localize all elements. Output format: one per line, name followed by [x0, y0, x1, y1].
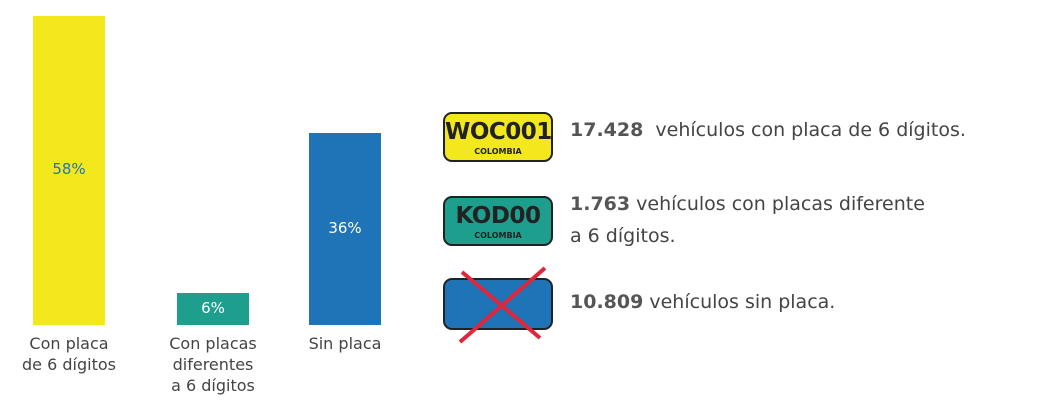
note: 10.809 vehículos sin placa. — [570, 286, 835, 318]
plate-teal: KOD00 COLOMBIA — [443, 196, 553, 246]
x-tick-label-line: diferentes — [172, 355, 254, 374]
x-tick-label-line: a 6 dígitos — [171, 376, 255, 395]
bar: 58% — [33, 15, 105, 325]
cross — [458, 266, 547, 344]
note-count: 10.809 — [570, 291, 644, 313]
x-tick-label-line: Con placas — [169, 334, 257, 353]
x-tick-label: Sin placa — [280, 333, 410, 354]
x-tick-label-line: de 6 dígitos — [22, 355, 116, 374]
plate-country: COLOMBIA — [474, 147, 522, 156]
note-count: 17.428 — [570, 119, 644, 141]
x-tick-label: Con placas diferentes a 6 dígitos — [148, 333, 278, 396]
x-tick-label-line: Sin placa — [308, 334, 382, 353]
x-tick-label-line: Con placa — [29, 334, 109, 353]
plate-yellow: WOC001 COLOMBIA — [443, 112, 553, 162]
note: 1.763 vehículos con placas diferente a 6 … — [570, 188, 925, 252]
value-label: 36% — [328, 219, 362, 238]
bar: 6% — [177, 293, 249, 325]
note-text: vehículos con placas diferente — [636, 193, 925, 215]
note-text: a 6 dígitos. — [570, 225, 676, 247]
plate-country: COLOMBIA — [474, 231, 522, 240]
note-text: vehículos sin placa. — [649, 291, 836, 313]
note: 17.428 vehículos con placa de 6 dígitos. — [570, 114, 966, 146]
note-text: vehículos con placa de 6 dígitos. — [655, 119, 966, 141]
value-label: 58% — [52, 160, 86, 179]
bar: 36% — [309, 133, 381, 325]
x-tick-label: Con placa de 6 dígitos — [4, 333, 134, 375]
value-label: 6% — [201, 299, 225, 317]
plate-number: WOC001 — [445, 119, 552, 145]
plate-blue — [443, 278, 553, 330]
plate-number: KOD00 — [455, 203, 541, 229]
note-count: 1.763 — [570, 193, 631, 215]
